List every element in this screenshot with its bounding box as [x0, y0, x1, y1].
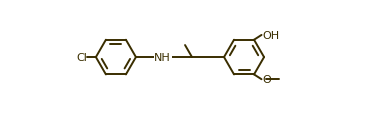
- Text: Cl: Cl: [76, 53, 87, 62]
- Text: O: O: [262, 74, 271, 84]
- Text: OH: OH: [263, 31, 280, 41]
- Text: NH: NH: [154, 53, 171, 62]
